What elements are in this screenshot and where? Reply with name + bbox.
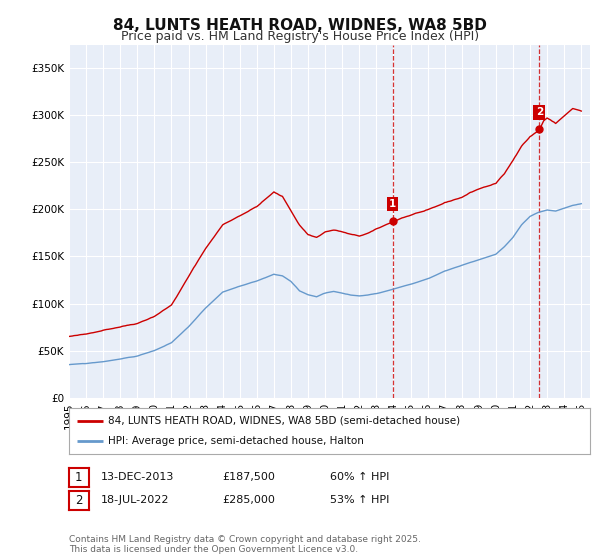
Text: 1: 1: [75, 471, 83, 484]
Text: 2: 2: [75, 494, 83, 507]
Text: Price paid vs. HM Land Registry's House Price Index (HPI): Price paid vs. HM Land Registry's House …: [121, 30, 479, 43]
Text: 53% ↑ HPI: 53% ↑ HPI: [330, 495, 389, 505]
Text: £285,000: £285,000: [222, 495, 275, 505]
Text: 60% ↑ HPI: 60% ↑ HPI: [330, 472, 389, 482]
Text: 1: 1: [389, 199, 396, 209]
Text: 84, LUNTS HEATH ROAD, WIDNES, WA8 5BD: 84, LUNTS HEATH ROAD, WIDNES, WA8 5BD: [113, 18, 487, 33]
Text: 2: 2: [536, 108, 543, 117]
Text: 84, LUNTS HEATH ROAD, WIDNES, WA8 5BD (semi-detached house): 84, LUNTS HEATH ROAD, WIDNES, WA8 5BD (s…: [108, 416, 460, 426]
Text: HPI: Average price, semi-detached house, Halton: HPI: Average price, semi-detached house,…: [108, 436, 364, 446]
Text: 18-JUL-2022: 18-JUL-2022: [101, 495, 169, 505]
Text: Contains HM Land Registry data © Crown copyright and database right 2025.
This d: Contains HM Land Registry data © Crown c…: [69, 535, 421, 554]
Text: £187,500: £187,500: [222, 472, 275, 482]
Text: 13-DEC-2013: 13-DEC-2013: [101, 472, 174, 482]
